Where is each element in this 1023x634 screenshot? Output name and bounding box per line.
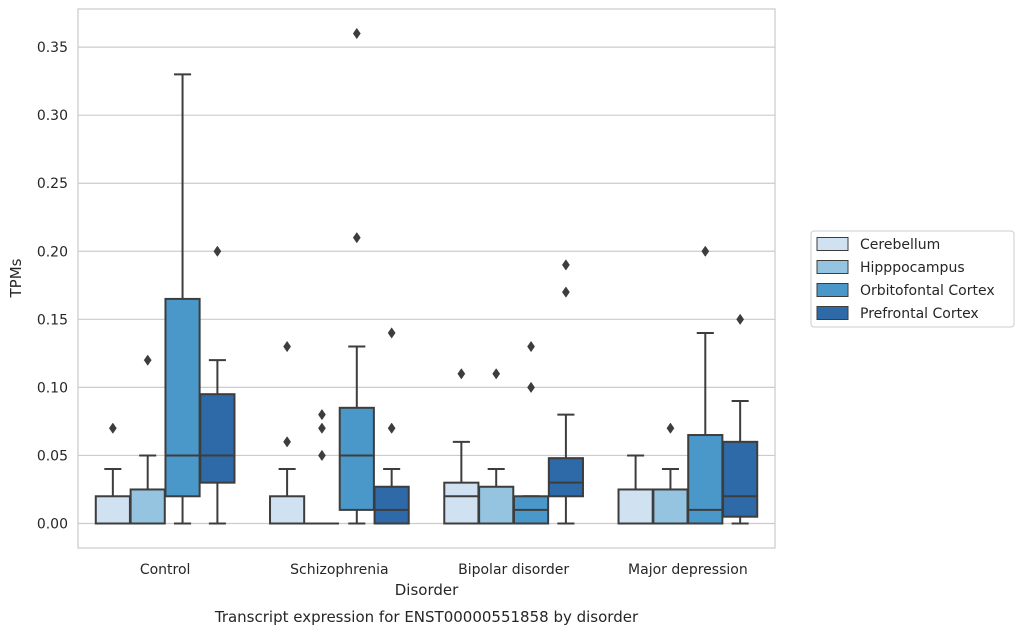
box-body: [338, 406, 375, 511]
x-tick-label: Control: [140, 562, 191, 578]
x-tick-labels: Control Schizophrenia Bipolar disorder Majo…: [140, 562, 748, 578]
x-axis-label: Disorder: [395, 581, 459, 599]
outlier-point: [318, 449, 326, 462]
box-hipppocampus: [478, 368, 515, 525]
box-hipppocampus: [129, 354, 166, 525]
legend-swatch: [816, 306, 849, 320]
y-tick-label: 0.30: [37, 108, 68, 124]
box-hipppocampus: [652, 422, 689, 525]
box-body: [547, 457, 584, 498]
box-orbitofontal-cortex: [164, 73, 201, 525]
outlier-point: [283, 436, 292, 448]
outlier-point: [736, 313, 745, 325]
legend-swatch: [816, 260, 849, 274]
chart-caption: Transcript expression for ENST0000055185…: [214, 608, 639, 626]
outlier-point: [492, 368, 501, 380]
legend-label: Hipppocampus: [860, 260, 965, 276]
y-tick-label: 0.35: [37, 40, 68, 56]
box-orbitofontal-cortex: [512, 340, 550, 525]
legend-label: Orbitofontal Cortex: [860, 283, 995, 299]
legend-swatch: [816, 237, 849, 251]
box-body: [199, 393, 236, 484]
box-body: [652, 488, 689, 525]
x-tick-label: Bipolar disorder: [458, 562, 569, 578]
y-tick-label: 0.25: [37, 176, 68, 192]
legend: Cerebellum Hipppocampus Orbitofontal Corte…: [810, 230, 1015, 328]
outlier-point: [527, 381, 535, 394]
outlier-point: [213, 245, 222, 257]
box-cerebellum: [443, 368, 480, 525]
outlier-point: [108, 422, 117, 434]
boxes-layer: [94, 27, 759, 525]
y-axis-label: TPMs: [7, 258, 25, 298]
y-tick-label: 0.10: [37, 380, 68, 396]
x-tick-label: Major depression: [628, 562, 748, 578]
outlier-point: [318, 408, 326, 421]
box-body: [478, 485, 515, 525]
legend-swatch: [816, 283, 849, 297]
box-body: [617, 488, 654, 525]
outlier-point: [561, 286, 570, 298]
outlier-point: [318, 422, 326, 434]
box-cerebellum: [617, 454, 654, 525]
legend-label: Prefrontal Cortex: [860, 306, 979, 322]
outlier-point: [666, 422, 675, 434]
y-tick-label: 0.20: [37, 244, 68, 260]
outlier-point: [387, 327, 396, 339]
y-tick-label: 0.05: [37, 448, 68, 464]
box-body: [373, 485, 410, 525]
y-tick-label: 0.15: [37, 312, 68, 328]
outlier-point: [352, 27, 361, 40]
box-body: [443, 481, 480, 525]
box-orbitofontal-cortex: [338, 27, 375, 525]
box-body: [164, 297, 201, 498]
box-prefrontal-cortex: [547, 259, 584, 525]
outlier-point: [352, 232, 361, 244]
outlier-point: [527, 340, 535, 353]
y-tick-label: 0.00: [37, 517, 68, 533]
box-orbitofontal-cortex: [687, 245, 724, 525]
outlier-point: [143, 354, 152, 366]
legend-label: Cerebellum: [860, 237, 940, 253]
plot-frame: [77, 8, 776, 549]
outlier-point: [701, 245, 710, 257]
box-cerebellum: [269, 340, 306, 525]
box-hipppocampus: [304, 408, 340, 525]
box-prefrontal-cortex: [199, 245, 236, 525]
x-tick-label: Schizophrenia: [290, 562, 388, 578]
box-prefrontal-cortex: [373, 327, 410, 525]
legend-frame: [810, 230, 1015, 328]
outlier-point: [561, 259, 570, 271]
outlier-point: [457, 368, 466, 380]
box-body: [129, 488, 166, 525]
box-body: [94, 495, 131, 525]
box-body: [687, 434, 724, 525]
outlier-point: [387, 422, 396, 434]
box-prefrontal-cortex: [722, 313, 759, 525]
box-body: [269, 495, 306, 525]
outlier-point: [283, 340, 292, 353]
y-tick-labels: 0.00 0.05 0.10 0.15 0.20 0.25 0.30 0.35: [37, 40, 68, 532]
box-body: [722, 440, 759, 518]
